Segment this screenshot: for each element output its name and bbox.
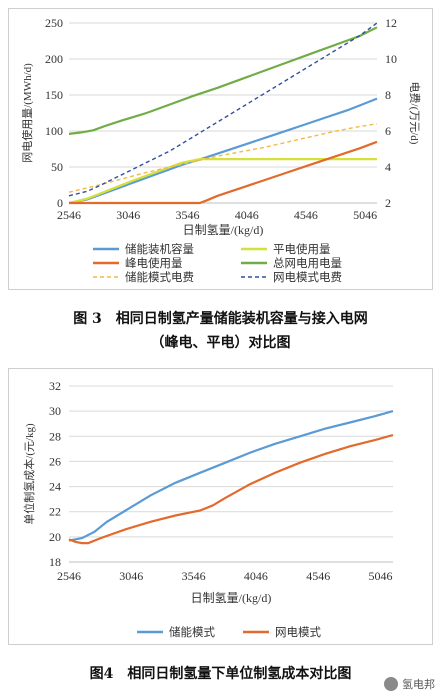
y-tick-label: 18 (49, 555, 61, 569)
y-left-tick-label: 100 (45, 124, 63, 138)
chart1-svg: 0 50 100 150 200 250 2 4 6 8 10 12 2546 3046 3546 4046 4… (21, 16, 421, 284)
y-tick-label: 20 (49, 530, 61, 544)
legend-label-0: 储能装机容量 (125, 242, 194, 256)
chart1-caption-line1: 图 3 相同日制氢产量储能装机容量与接入电网 (73, 311, 368, 327)
y-right-axis-label: 电费/(万元/d) (408, 82, 421, 145)
x-tick-label: 3546 (182, 569, 206, 583)
chart1-frame: 0 50 100 150 200 250 2 4 6 8 10 12 2546 3046 3546 4046 4… (8, 8, 433, 290)
y-left-tick-label: 250 (45, 16, 63, 30)
chart2-caption: 图4 相同日制氢量下单位制氢成本对比图 (89, 666, 352, 682)
x-tick-label: 2546 (57, 569, 81, 583)
legend-label-0: 储能模式 (169, 625, 215, 639)
x-tick-label: 4046 (235, 208, 259, 222)
y-tick-label: 26 (49, 454, 61, 468)
x-tick-label: 5046 (369, 569, 393, 583)
x-tick-label: 2546 (57, 208, 81, 222)
series-line-4 (68, 123, 378, 193)
x-tick-label: 4546 (294, 208, 318, 222)
chart2-frame: 18 20 22 24 26 28 30 32 2546 3046 3546 4046 4546 5046… (8, 368, 433, 645)
legend-label-1: 平电使用量 (273, 242, 331, 256)
chart1-caption-line2: （峰电、平电）对比图 (150, 335, 291, 351)
y-tick-label: 24 (49, 480, 61, 494)
y-left-tick-label: 50 (51, 160, 63, 174)
wechat-logo-icon (384, 677, 398, 691)
x-tick-label: 3546 (175, 208, 199, 222)
chart1-panel: 0 50 100 150 200 250 2 4 6 8 10 12 2546 3046 3546 4046 4… (8, 8, 433, 351)
series-line-5 (68, 22, 378, 197)
x-tick-label: 3046 (119, 569, 143, 583)
x-tick-label: 3046 (116, 208, 140, 222)
y-tick-label: 30 (49, 404, 61, 418)
y-left-tick-label: 200 (45, 52, 63, 66)
series-line-1 (68, 433, 394, 545)
y-right-tick-label: 12 (385, 16, 397, 30)
x-tick-label: 5046 (353, 208, 377, 222)
y-right-tick-label: 2 (385, 196, 391, 210)
y-right-tick-label: 4 (385, 160, 391, 174)
y-left-tick-label: 150 (45, 88, 63, 102)
x-tick-label: 4546 (306, 569, 330, 583)
series-line-3 (68, 26, 378, 135)
legend-label-2: 峰电使用量 (125, 256, 183, 270)
y-right-tick-label: 6 (385, 124, 391, 138)
y-tick-label: 32 (49, 379, 61, 393)
chart2-panel: 18 20 22 24 26 28 30 32 2546 3046 3546 4046 4546 5046… (0, 360, 441, 698)
legend-label-3: 总网电用电量 (273, 256, 342, 270)
y-left-tick-label: 0 (57, 196, 63, 210)
x-tick-label: 4046 (244, 569, 268, 583)
y-left-axis-label: 网电使用量/(MWh/d) (21, 63, 34, 163)
y-tick-label: 28 (49, 429, 61, 443)
watermark-label: 氢电邦 (402, 678, 435, 691)
legend-label-1: 网电模式 (275, 626, 321, 639)
x-axis-label: 日制氢量/(kg/d) (183, 222, 264, 237)
y-right-tick-label: 8 (385, 88, 391, 102)
series-line-0 (68, 410, 394, 542)
y-tick-label: 22 (49, 505, 61, 519)
y-axis-label: 单位制氢成本/(元/kg) (22, 423, 36, 525)
chart2-svg: 18 20 22 24 26 28 30 32 2546 3046 3546 4046 4546 5046… (22, 379, 394, 639)
legend-label-5: 网电模式电费 (273, 271, 342, 284)
x-axis-label: 日制氢量/(kg/d) (191, 590, 272, 605)
legend-label-4: 储能模式电费 (125, 270, 194, 284)
series-line-1 (68, 158, 377, 205)
y-right-tick-label: 10 (385, 52, 397, 66)
watermark: 氢电邦 (384, 676, 435, 692)
series-line-0 (68, 97, 378, 205)
series-line-2 (69, 140, 378, 205)
